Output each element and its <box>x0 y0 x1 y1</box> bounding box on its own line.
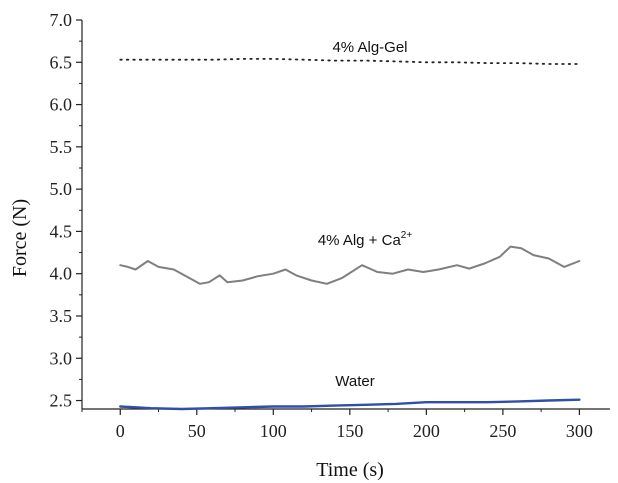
x-tick-label: 0 <box>116 421 125 441</box>
series-line <box>119 245 581 285</box>
series-label-main: Water <box>335 373 374 390</box>
series-label-superscript: 2+ <box>401 230 413 241</box>
y-tick-label: 7.0 <box>50 10 73 30</box>
x-tick-label: 50 <box>188 421 206 441</box>
series-layer <box>119 58 581 411</box>
y-axis-title: Force (N) <box>9 199 31 277</box>
series-label: 4% Alg-Gel <box>332 39 407 56</box>
x-tick-label: 300 <box>566 421 593 441</box>
series-label: Water <box>335 373 374 390</box>
y-tick-label: 6.0 <box>50 95 73 115</box>
y-tick-label: 3.5 <box>50 306 73 326</box>
y-tick-label: 4.5 <box>50 221 73 241</box>
series-label: 4% Alg + Ca2+ <box>318 230 413 249</box>
series-line <box>119 398 581 411</box>
x-tick-label: 250 <box>489 421 516 441</box>
y-tick-label: 5.5 <box>50 137 73 157</box>
y-tick-label: 5.0 <box>50 179 73 199</box>
y-tick-label: 4.0 <box>50 264 73 284</box>
y-tick-label: 6.5 <box>50 52 73 72</box>
series-label-main: 4% Alg-Gel <box>332 39 407 56</box>
x-tick-label: 200 <box>413 421 440 441</box>
labels-layer: 4% Alg-Gel 4% Alg + Ca2+ Water <box>318 39 413 390</box>
y-tick-label: 2.5 <box>50 391 73 411</box>
series-label-main: 4% Alg + Ca <box>318 232 402 249</box>
axes: 2.5 3.0 3.5 4.0 4.5 5.0 5.5 6.0 6.5 7.0 0 50 100 150 2… <box>50 10 610 441</box>
y-tick-label: 3.0 <box>50 348 73 368</box>
x-tick-label: 100 <box>260 421 287 441</box>
series-line <box>119 58 581 65</box>
x-axis-title: Time (s) <box>316 459 384 481</box>
x-tick-label: 150 <box>336 421 363 441</box>
